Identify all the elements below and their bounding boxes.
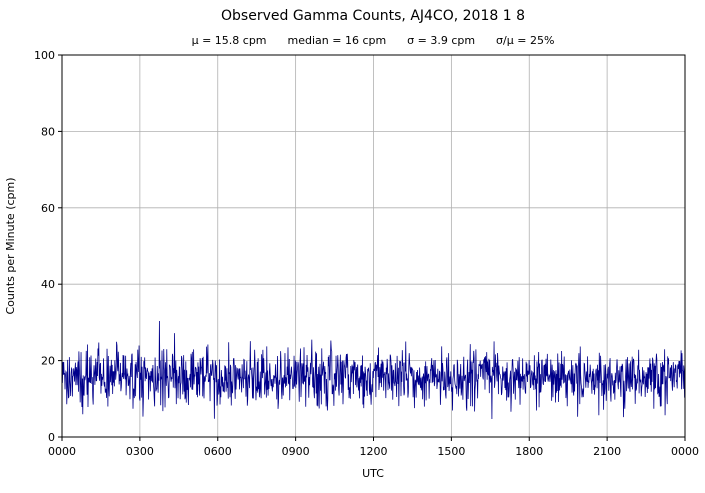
x-tick-label: 0000 <box>48 445 76 458</box>
chart-title: Observed Gamma Counts, AJ4CO, 2018 1 8 <box>221 8 525 24</box>
x-tick-label: 0900 <box>282 445 310 458</box>
x-tick-label: 0600 <box>204 445 232 458</box>
y-tick-label: 60 <box>41 202 55 215</box>
chart-stats-line: μ = 15.8 cpm median = 16 cpm σ = 3.9 cpm… <box>192 34 555 47</box>
data-series-line <box>61 320 686 420</box>
y-tick-label: 100 <box>34 49 55 62</box>
axis-ticks <box>58 54 686 441</box>
x-tick-label: 1800 <box>515 445 543 458</box>
plot-area: 0 20 40 60 80 100 0000 0300 0600 0900 1200 1500 1800… <box>34 49 699 458</box>
x-tick-label: 1200 <box>360 445 388 458</box>
y-tick-label: 20 <box>41 355 55 368</box>
x-tick-label: 1500 <box>437 445 465 458</box>
y-tick-label: 0 <box>48 431 55 444</box>
tick-labels: 0 20 40 60 80 100 0000 0300 0600 0900 1200 1500 1800… <box>34 49 699 458</box>
x-tick-label: 2100 <box>593 445 621 458</box>
y-tick-label: 80 <box>41 125 55 138</box>
x-tick-label: 0000 <box>671 445 699 458</box>
x-axis-label: UTC <box>362 467 384 480</box>
y-tick-label: 40 <box>41 278 55 291</box>
y-axis-label: Counts per Minute (cpm) <box>4 177 17 314</box>
x-tick-label: 0300 <box>126 445 154 458</box>
